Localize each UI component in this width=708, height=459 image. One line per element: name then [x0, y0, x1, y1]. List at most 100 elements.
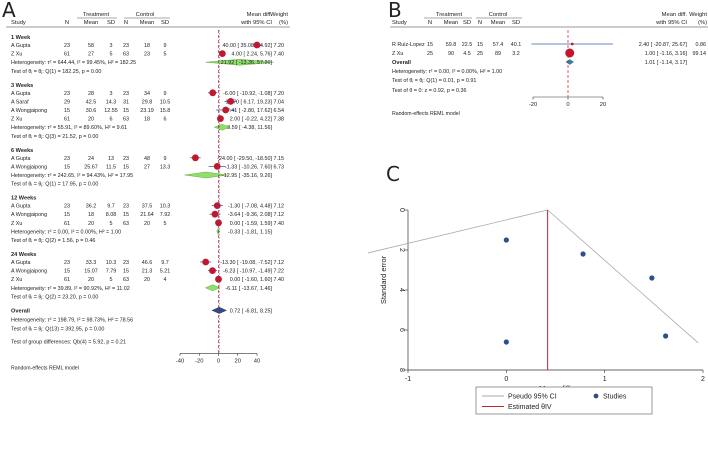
study-row-1-2-tmean: 30.6: [86, 108, 97, 114]
header-weight: Weight: [270, 12, 288, 18]
funnel-study-point-0: [503, 237, 509, 243]
study-row-4-0-csd: 9.7: [161, 260, 169, 266]
study-row-3-1-name: A Wongjaipong: [11, 212, 47, 218]
overall-group-test: Test of group differences: Qb(4) = 5.92,…: [11, 339, 126, 345]
b-x-tick-label-1: 0: [566, 102, 569, 108]
study-row-1-0-tn: 23: [64, 91, 70, 97]
study-row-3-1-tmean: 18: [88, 212, 94, 218]
study-row-1-2-cn: 15: [123, 108, 129, 114]
b-study-row-1-ci: 1.00 [ -1.16, 3.16]: [645, 51, 688, 57]
study-row-4-2-cn: 63: [123, 277, 129, 283]
header-effect: Mean diff.: [247, 12, 273, 18]
study-row-3-2-name: Z Xu: [11, 221, 22, 227]
b-study-row-1-tsd: 4.5: [463, 51, 471, 57]
study-row-3-1-tsd: 8.08: [106, 212, 117, 218]
b-study-row-0-ci: 2.40 [ -20.87, 25.67]: [639, 42, 688, 48]
study-row-3-1-cn: 15: [123, 212, 129, 218]
legend-estimated-label: Estimated θIV: [508, 404, 552, 411]
group-heterogeneity-1: Heterogeneity: τ² = 55.91, I² = 89.60%, …: [11, 125, 127, 131]
b-header-cn: N: [478, 20, 482, 26]
study-row-2-1-ci: -1.33 [ -10.26, 7.60]: [225, 164, 273, 170]
funnel-legend-box: [475, 386, 653, 415]
study-row-2-0-ci: -24.00 [ -29.50, -18.50]: [217, 156, 272, 162]
group-summary-ci-0: 21.92 [ -13.36, 57.20]: [221, 60, 273, 66]
study-row-1-0-weight: 7.20: [274, 91, 285, 97]
study-row-1-3-tn: 61: [64, 117, 70, 123]
study-row-4-1-name: A Wongjaipong: [11, 269, 47, 275]
study-row-0-1-marker: [218, 50, 226, 57]
funnel-study-point-3: [663, 333, 669, 339]
forest-a-axis: -40 -20 0 20 40 Random-effects REML model: [11, 30, 260, 371]
study-row-1-2-marker: [222, 106, 230, 114]
study-row-2-1-tn: 15: [64, 164, 70, 170]
study-row-1-3-tsd: 6: [110, 117, 113, 123]
group-title-0: 1 Week: [11, 35, 31, 41]
study-row-3-2-cn: 63: [123, 221, 129, 227]
b-header-cmean: Mean: [491, 20, 506, 26]
study-row-2-0-cmean: 48: [144, 156, 150, 162]
b-overall-ci: 1.01 [ -1.14, 3.17]: [645, 60, 688, 66]
study-row-4-1-tsd: 7.79: [106, 269, 117, 275]
study-row-3-1-marker: [211, 210, 219, 218]
header-ci: with 95% CI: [240, 20, 272, 26]
study-row-4-2-marker: [215, 275, 222, 283]
study-row-0-0-weight: 7.20: [274, 43, 285, 49]
study-row-2-0-tn: 23: [64, 156, 70, 162]
study-row-4-1-weight: 7.22: [274, 269, 285, 275]
study-row-3-0-tmean: 36.2: [86, 204, 97, 210]
study-row-3-1-cmean: 21.64: [140, 212, 154, 218]
funnel-x-tick-label-1: 0: [504, 376, 508, 383]
study-row-3-0-ci: -1.30 [ -7.08, 4.48]: [228, 204, 273, 210]
study-row-0-0-name: A Gupta: [11, 43, 30, 49]
group-test-0: Test of θᵢ = θⱼ: Q(1) = 182.25, p = 0.00: [11, 69, 101, 75]
model-note: Random-effects REML model: [11, 365, 79, 371]
study-row-4-1-marker: [209, 267, 216, 274]
x-tick-label-3: 20: [235, 358, 241, 364]
header-treatment: Treatment: [83, 12, 110, 18]
study-row-4-2-tmean: 20: [88, 277, 94, 283]
study-row-2-0-csd: 9: [164, 156, 167, 162]
header-cmean: Mean: [140, 20, 155, 26]
study-row-3-0-csd: 10.3: [160, 204, 171, 210]
study-row-0-1-csd: 5: [164, 52, 167, 58]
header-tmean: Mean: [84, 20, 99, 26]
study-row-1-3-ci: 2.00 [ -0.22, 4.22]: [230, 117, 273, 123]
study-row-3-2-tn: 61: [64, 221, 70, 227]
b-study-row-1-marker: [565, 48, 575, 58]
study-row-0-0-tmean: 58: [88, 43, 94, 49]
b-overall-heterogeneity: Heterogeneity: τ² = 0.00, I² = 0.00%, H²…: [392, 69, 502, 75]
study-row-2-0-weight: 7.15: [274, 156, 285, 162]
group-summary-diamond-2: [184, 171, 228, 179]
study-row-0-1-tn: 61: [64, 52, 70, 58]
study-row-1-0-ci: -6.00 [ -10.92, -1.08]: [223, 91, 272, 97]
funnel-study-point-1: [580, 251, 586, 257]
study-row-1-1-tsd: 14.3: [106, 99, 117, 105]
study-row-4-0-cmean: 46.6: [142, 260, 153, 266]
funnel-x-tick-label-3: 2: [701, 376, 705, 383]
study-row-1-1-name: A Saraf: [11, 99, 29, 105]
b-overall-label: Overall: [392, 60, 411, 66]
b-study-row-0-tmean: 59.8: [446, 42, 457, 48]
study-row-0-1-cmean: 23: [144, 52, 150, 58]
study-row-3-2-csd: 5: [164, 221, 167, 227]
study-row-1-2-name: A Wongjaipong: [11, 108, 47, 114]
study-row-4-2-tn: 61: [64, 277, 70, 283]
forest-plot-a: Treatment Control Mean diff.Weight Study N Me…: [6, 12, 290, 371]
header-csd: SD: [161, 20, 169, 26]
panel-a-letter: A: [2, 0, 16, 22]
panel-c-letter: C: [386, 162, 400, 186]
forest-b-axis: -20 0 20 Random-effects REML model: [392, 30, 606, 117]
b-header-tmean: Mean: [444, 20, 459, 26]
b-study-row-1-name: Z Xu: [392, 51, 403, 57]
study-row-1-1-tn: 29: [64, 99, 70, 105]
study-row-0-1-tmean: 27: [88, 52, 94, 58]
study-row-4-2-csd: 4: [164, 277, 167, 283]
study-row-1-2-ci: 7.41 [ -2.80, 17.62]: [227, 108, 273, 114]
overall-test: Test of θᵢ = θⱼ: Q(13) = 392.95, p = 0.0…: [11, 326, 104, 332]
funnel-y-tick-label-2: 4: [398, 288, 405, 292]
b-study-row-1-cmean: 89: [495, 51, 501, 57]
panel-b-letter: B: [388, 0, 402, 22]
group-heterogeneity-2: Heterogeneity: τ² = 242.65, I² = 94.43%,…: [11, 173, 133, 179]
b-header-ci: with 95% CI: [655, 20, 687, 26]
study-row-1-2-tn: 15: [64, 108, 70, 114]
